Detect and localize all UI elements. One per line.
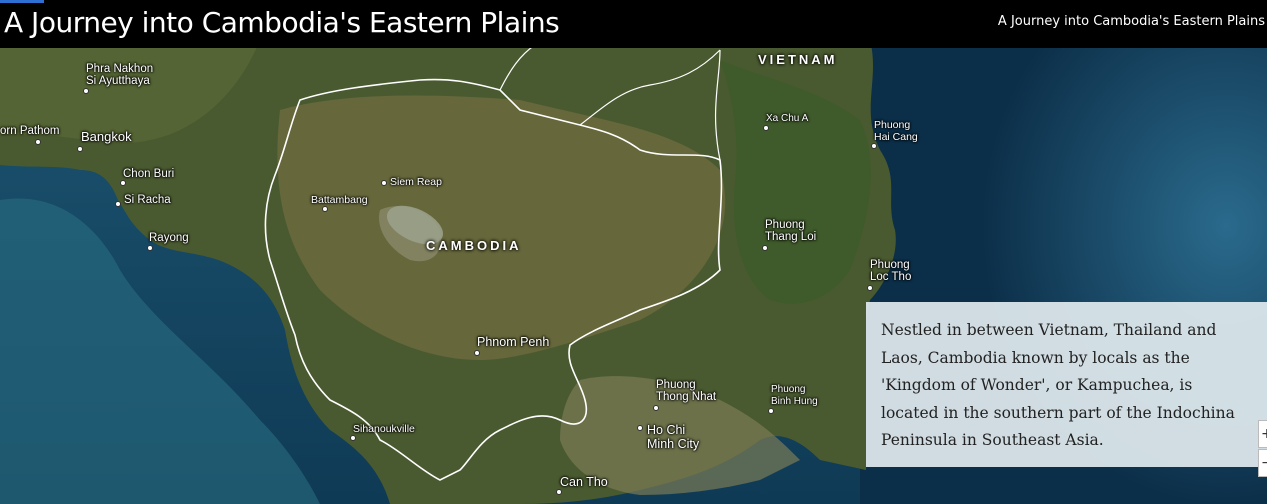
place-label-loc-tho: Phuong Loc Tho <box>870 259 912 283</box>
story-text-panel: Nestled in between Vietnam, Thailand and… <box>866 302 1267 467</box>
place-label-xa-chu-a: Xa Chu A <box>766 113 809 124</box>
header-accent-bar <box>0 0 44 3</box>
tonle-sap-lake <box>386 205 444 245</box>
country-label-cambodia: CAMBODIA <box>426 238 522 253</box>
place-label-rayong: Rayong <box>149 232 189 244</box>
place-label-chon-buri: Chon Buri <box>123 168 175 180</box>
cambodia-border <box>264 78 723 481</box>
place-marker <box>867 285 873 291</box>
place-marker <box>653 405 659 411</box>
place-label-ho-chi-minh: Ho Chi Minh City <box>647 423 700 451</box>
place-marker <box>350 435 356 441</box>
place-label-phra-nakhon: Phra Nakhon Si Ayutthaya <box>86 63 154 87</box>
gulf-shallows <box>0 198 320 504</box>
place-label-bangkok: Bangkok <box>81 129 132 144</box>
place-marker <box>120 180 126 186</box>
place-label-phnom-penh: Phnom Penh <box>477 335 550 349</box>
place-marker <box>115 201 121 207</box>
story-subtitle: A Journey into Cambodia's Eastern Plains <box>997 14 1265 29</box>
west-land <box>0 40 260 143</box>
place-label-siem-reap: Siem Reap <box>390 176 442 188</box>
vietnam-highlands <box>720 60 871 304</box>
place-marker <box>556 489 562 495</box>
place-label-thong-nhat: Phuong Thong Nhat <box>656 379 717 403</box>
place-label-hai-cang: Phuong Hai Cang <box>874 119 918 143</box>
place-marker <box>762 245 768 251</box>
laos-vietnam-border <box>579 49 721 126</box>
place-label-sihanoukville: Sihanoukville <box>353 423 415 435</box>
place-label-nakhon-pathom: orn Pathom <box>0 125 60 137</box>
place-label-thang-loi: Phuong Thang Loi <box>765 219 817 243</box>
place-marker <box>763 125 769 131</box>
land-texture-a <box>277 95 726 360</box>
place-marker <box>474 350 480 356</box>
place-label-binh-hung: Phuong Binh Hung <box>771 384 818 407</box>
place-marker <box>637 425 643 431</box>
place-marker <box>83 88 89 94</box>
place-label-battambang: Battambang <box>311 194 368 206</box>
zoom-out-button[interactable]: − <box>1258 449 1267 477</box>
place-marker <box>322 206 328 212</box>
place-marker <box>871 143 877 149</box>
story-header: A Journey into Cambodia's Eastern Plains… <box>0 0 1267 48</box>
place-marker <box>147 245 153 251</box>
place-label-can-tho: Can Tho <box>560 475 608 489</box>
laos-vietnam-border-2 <box>714 49 721 161</box>
place-marker <box>35 139 41 145</box>
zoom-in-button[interactable]: + <box>1258 420 1267 448</box>
mekong-delta <box>560 376 800 495</box>
place-label-si-racha: Si Racha <box>124 194 171 206</box>
story-title: A Journey into Cambodia's Eastern Plains <box>4 6 560 39</box>
place-marker <box>768 408 774 414</box>
place-marker <box>381 180 387 186</box>
place-marker <box>77 146 83 152</box>
country-label-vietnam: VIETNAM <box>758 52 838 67</box>
story-paragraph: Nestled in between Vietnam, Thailand and… <box>881 321 1235 449</box>
